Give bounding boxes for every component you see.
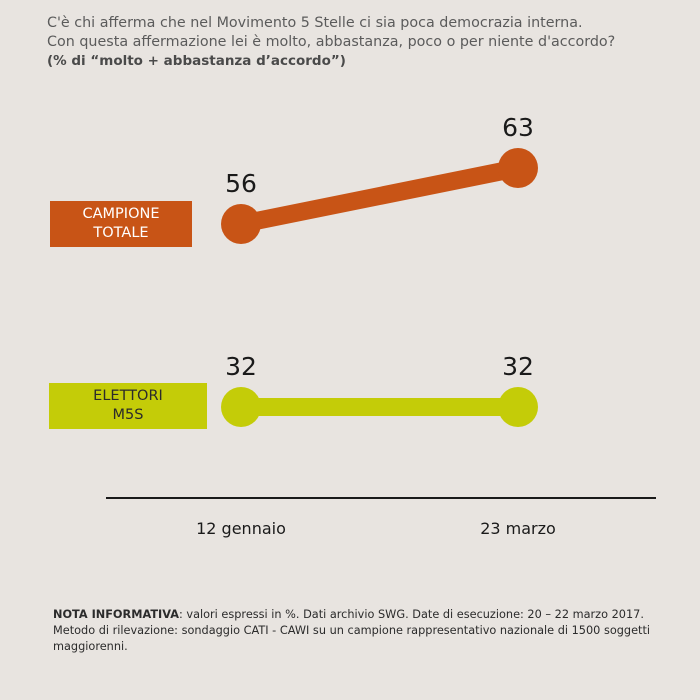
x-tick-label-1: 12 gennaio [196, 519, 286, 538]
series-layer: 56 63 32 32 [221, 113, 538, 427]
x-tick-labels: 12 gennaio 23 marzo [196, 519, 556, 538]
legend-campione-totale-line-2: TOTALE [93, 225, 149, 241]
chart-header: C'è chi afferma che nel Movimento 5 Stel… [47, 14, 667, 71]
point-campione-totale-2 [498, 148, 538, 188]
note-text: : valori espressi in %. Dati archivio SW… [53, 608, 651, 653]
legend-campione-totale-line-1: CAMPIONE [82, 206, 160, 222]
legend-elettori-m5s: ELETTORI M5S [49, 383, 207, 429]
data-label-elettori-m5s-1: 32 [225, 352, 257, 381]
question-line-2: Con questa affermazione lei è molto, abb… [47, 34, 616, 50]
legend-campione-totale: CAMPIONE TOTALE [50, 201, 192, 247]
point-campione-totale-1 [221, 204, 261, 244]
point-elettori-m5s-2 [498, 387, 538, 427]
legend-elettori-m5s-line-2: M5S [112, 407, 144, 423]
data-label-campione-totale-2: 63 [502, 113, 534, 142]
chart-subtitle: (% di “molto + abbastanza d’accordo”) [47, 53, 346, 69]
note-label: NOTA INFORMATIVA [53, 608, 179, 621]
question-line-1: C'è chi afferma che nel Movimento 5 Stel… [47, 15, 583, 31]
series-line-campione-totale [239, 159, 520, 233]
data-label-elettori-m5s-2: 32 [502, 352, 534, 381]
point-elettori-m5s-1 [221, 387, 261, 427]
legend-elettori-m5s-line-1: ELETTORI [93, 388, 163, 404]
nota-informativa: NOTA INFORMATIVA: valori espressi in %. … [53, 607, 673, 655]
data-label-campione-totale-1: 56 [225, 169, 257, 198]
x-tick-label-2: 23 marzo [480, 519, 556, 538]
